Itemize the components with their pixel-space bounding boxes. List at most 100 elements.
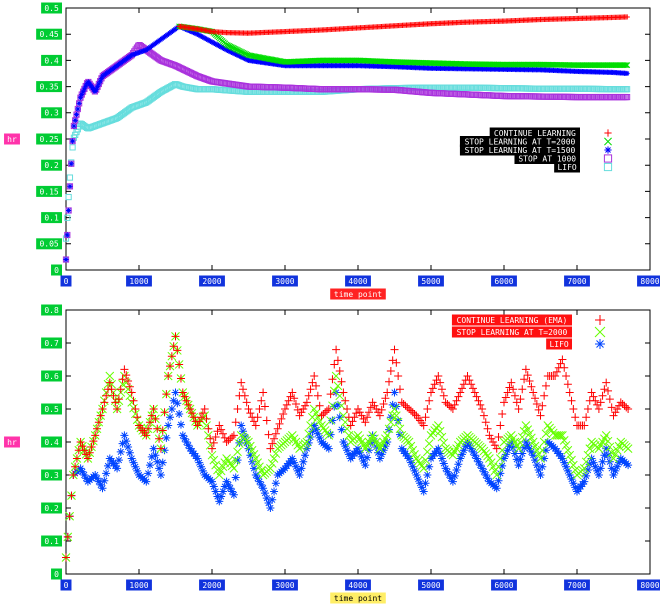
series-2-point — [80, 471, 89, 479]
series-2-point — [259, 484, 268, 493]
series-2-point — [164, 421, 173, 430]
series-0-point — [302, 398, 311, 407]
series-2-point — [76, 464, 85, 473]
series-0-point — [195, 417, 204, 426]
series-0-point — [507, 378, 516, 387]
series-0-point — [202, 414, 211, 423]
series-0-point — [490, 441, 499, 450]
series-2-point — [582, 471, 591, 480]
series-0-point — [346, 421, 355, 430]
series-2-point — [447, 474, 456, 483]
series-2-point — [560, 458, 569, 467]
series-1-point — [605, 442, 615, 452]
series-2-point — [624, 461, 633, 470]
series-2-point — [525, 444, 534, 453]
series-0-point — [355, 408, 364, 417]
series-1-point — [107, 379, 116, 389]
series-1-point — [433, 421, 443, 430]
series-1-point — [271, 449, 281, 458]
series-0-point — [485, 431, 494, 440]
series-0-point — [551, 372, 560, 380]
series-1-point — [568, 460, 578, 470]
x-tick-label-bg — [491, 579, 517, 591]
series-2-point — [532, 461, 541, 470]
series-2-point — [133, 466, 142, 475]
series-0-point — [282, 400, 291, 409]
series-0-point — [270, 434, 279, 443]
series-0-point — [372, 405, 381, 413]
series-2-point — [479, 467, 488, 476]
series-0-point — [383, 388, 392, 397]
x-axis-label: time point — [334, 594, 382, 603]
series-0-point — [166, 362, 175, 371]
series-2-point — [81, 86, 87, 92]
series-2-point — [417, 483, 426, 492]
series-2-point — [153, 457, 162, 466]
series-2-point — [220, 482, 229, 491]
series-1-point — [266, 464, 275, 473]
series-0-point — [492, 444, 501, 453]
series-0-point — [96, 411, 105, 420]
series-2-point — [166, 413, 175, 422]
series-2-point — [412, 471, 421, 479]
series-0-point — [532, 400, 541, 409]
series-2-point — [443, 467, 452, 476]
series-0-point — [63, 532, 72, 541]
series-2-point — [410, 466, 419, 475]
y-tick-label-bg — [41, 370, 62, 382]
series-0-point — [224, 436, 233, 445]
series-0-point — [339, 388, 348, 397]
series-0-point — [399, 400, 408, 409]
y-tick-label: 0.4 — [44, 56, 59, 65]
series-0-point — [437, 385, 446, 394]
series-2-point — [496, 469, 505, 478]
series-0-point — [613, 405, 622, 413]
series-0-point — [317, 411, 326, 420]
series-0-point — [71, 462, 80, 471]
series-2-point — [266, 504, 275, 512]
series-2-point — [299, 457, 308, 466]
series-2-point — [563, 466, 572, 475]
series-1-point — [424, 439, 434, 449]
series-0-point — [337, 377, 346, 386]
series-1-point — [269, 454, 279, 463]
series-0-point — [144, 424, 153, 433]
series-0-point — [518, 385, 527, 394]
legend-label-0-bg — [489, 127, 580, 139]
series-0-point — [476, 400, 485, 409]
series-2-point — [333, 400, 342, 409]
series-2-point — [255, 477, 264, 486]
series-0-point — [622, 403, 631, 412]
series-0-point — [328, 375, 337, 384]
series-2-point — [304, 438, 313, 447]
series-0-point — [479, 411, 488, 420]
series-0-point — [514, 405, 523, 413]
series-0-point — [180, 392, 189, 401]
y-tick-label-bg — [41, 54, 62, 66]
series-2-point — [237, 421, 246, 430]
series-1-point — [382, 431, 392, 440]
series-1-point — [339, 411, 348, 420]
x-tick-label-bg — [126, 579, 152, 591]
series-0-point — [242, 398, 251, 407]
series-0-point — [589, 392, 598, 401]
series-2-point — [240, 433, 249, 442]
series-1-point — [213, 465, 222, 475]
series-0-point — [173, 346, 182, 355]
series-0-point — [122, 371, 131, 380]
series-1-point — [337, 401, 346, 411]
series-1-point — [561, 440, 571, 450]
x-tick-label-bg — [272, 579, 298, 591]
series-2-point — [379, 446, 388, 455]
y-tick-label-bg — [36, 238, 62, 250]
series-0-point — [474, 396, 483, 405]
legend-marker-2 — [595, 339, 605, 349]
legend-marker-1 — [604, 137, 612, 146]
series-0-point — [78, 442, 87, 451]
series-0-point — [583, 405, 592, 413]
series-2-point — [558, 454, 567, 463]
series-0-point — [264, 430, 273, 439]
y-tick-label: 0.2 — [44, 504, 59, 513]
series-0-point — [266, 444, 275, 453]
series-0-point — [605, 395, 614, 404]
